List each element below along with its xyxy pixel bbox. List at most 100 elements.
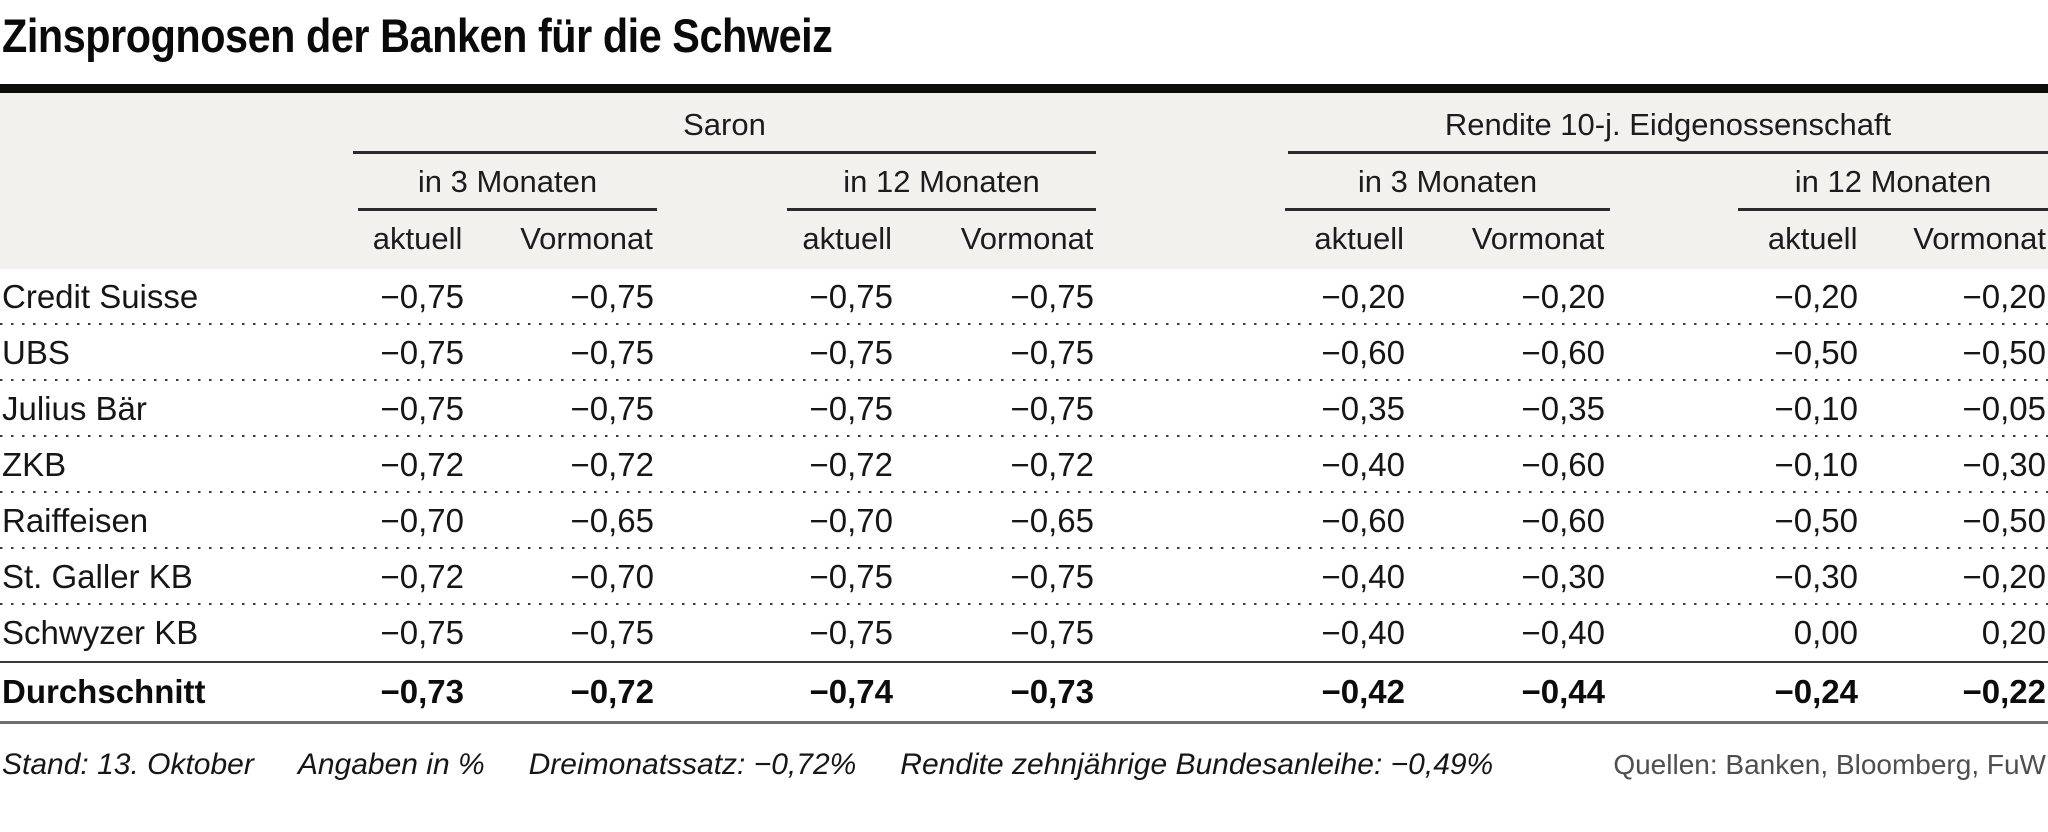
value-cell: −0,22 — [1962, 673, 2047, 710]
sources-credit: Quellen: Banken, Bloomberg, FuW — [1613, 749, 2046, 780]
value-cell: −0,20 — [1962, 278, 2047, 315]
column-header-aktuell: aktuell — [1767, 221, 1858, 256]
footnotes: Stand: 13. Oktober Angaben in % Dreimona… — [2, 748, 1493, 782]
value-cell: −0,60 — [1521, 502, 1606, 539]
subgroup-rendite-3m: in 3 Monaten — [1285, 164, 1610, 211]
value-cell: −0,75 — [809, 278, 894, 315]
value-cell: −0,05 — [1962, 390, 2047, 427]
column-header-row: aktuell Vormonat aktuell Vormonat aktuel… — [0, 211, 2048, 269]
value-cell: −0,10 — [1774, 446, 1859, 483]
value-cell: −0,65 — [1010, 502, 1095, 539]
value-cell: −0,20 — [1774, 278, 1859, 315]
title-rule — [0, 84, 2048, 93]
table-row: UBS −0,75 −0,75 −0,75 −0,75 −0,60 −0,60 … — [0, 325, 2048, 381]
footnote-unit: Angaben in % — [297, 748, 485, 781]
bank-name: UBS — [2, 334, 70, 371]
spacer — [1610, 164, 1738, 211]
footnote-stand: Stand: 13. Oktober — [2, 748, 254, 781]
value-cell: 0,20 — [1981, 614, 2046, 651]
value-cell: −0,30 — [1962, 446, 2047, 483]
value-cell: −0,75 — [1010, 278, 1095, 315]
value-cell: −0,35 — [1521, 390, 1606, 427]
spacer — [1096, 164, 1285, 211]
value-cell: −0,75 — [809, 390, 894, 427]
subgroup-row: in 3 Monaten in 12 Monaten in 3 Monaten … — [0, 164, 2048, 211]
footnote-bond-yield: Rendite zehnjährige Bundesanleihe: −0,49… — [900, 748, 1494, 781]
value-cell: −0,75 — [1010, 334, 1095, 371]
value-cell: −0,65 — [570, 502, 655, 539]
value-cell: −0,40 — [1321, 446, 1406, 483]
value-cell: −0,50 — [1962, 334, 2047, 371]
value-cell: −0,75 — [570, 614, 655, 651]
value-cell: −0,75 — [809, 558, 894, 595]
value-cell: −0,73 — [1010, 673, 1095, 710]
group-header-rendite: Rendite 10-j. Eidgenossenschaft — [1288, 107, 2048, 154]
value-cell: −0,75 — [380, 278, 465, 315]
value-cell: −0,75 — [1010, 390, 1095, 427]
table-row: Julius Bär −0,75 −0,75 −0,75 −0,75 −0,35… — [0, 381, 2048, 437]
value-cell: −0,75 — [570, 278, 655, 315]
bank-name: St. Galler KB — [2, 558, 193, 595]
table-footer: Stand: 13. Oktober Angaben in % Dreimona… — [0, 724, 2048, 782]
value-cell: −0,70 — [570, 558, 655, 595]
spacer — [0, 107, 353, 154]
bank-name: Julius Bär — [2, 390, 147, 427]
value-cell: −0,50 — [1774, 334, 1859, 371]
value-cell: −0,72 — [380, 446, 465, 483]
value-cell: −0,50 — [1774, 502, 1859, 539]
value-cell: −0,72 — [570, 673, 655, 710]
value-cell: −0,24 — [1774, 673, 1859, 710]
value-cell: −0,70 — [380, 502, 465, 539]
value-cell: −0,60 — [1521, 334, 1606, 371]
value-cell: −0,75 — [570, 390, 655, 427]
value-cell: −0,60 — [1321, 502, 1406, 539]
table-header: Saron Rendite 10-j. Eidgenossenschaft in… — [0, 93, 2048, 269]
column-header-vormonat: Vormonat — [1913, 221, 2046, 256]
column-header-vormonat: Vormonat — [960, 221, 1094, 256]
table-row: Schwyzer KB −0,75 −0,75 −0,75 −0,75 −0,4… — [0, 605, 2048, 661]
average-row: Durchschnitt −0,73 −0,72 −0,74 −0,73 −0,… — [0, 661, 2048, 724]
column-header-aktuell: aktuell — [372, 221, 463, 256]
spacer — [1096, 107, 1288, 154]
value-cell: −0,30 — [1774, 558, 1859, 595]
value-cell: −0,75 — [1010, 614, 1095, 651]
value-cell: −0,35 — [1321, 390, 1406, 427]
value-cell: −0,40 — [1521, 614, 1606, 651]
value-cell: −0,72 — [380, 558, 465, 595]
value-cell: −0,75 — [380, 334, 465, 371]
value-cell: −0,60 — [1521, 446, 1606, 483]
bank-name: Raiffeisen — [2, 502, 149, 539]
table-row: ZKB −0,72 −0,72 −0,72 −0,72 −0,40 −0,60 … — [0, 437, 2048, 493]
spacer — [657, 164, 787, 211]
subgroup-rendite-12m: in 12 Monaten — [1738, 164, 2048, 211]
value-cell: −0,10 — [1774, 390, 1859, 427]
table-row: Credit Suisse −0,75 −0,75 −0,75 −0,75 −0… — [0, 269, 2048, 325]
value-cell: 0,00 — [1793, 614, 1858, 651]
value-cell: −0,73 — [380, 673, 465, 710]
bank-name: ZKB — [2, 446, 67, 483]
value-cell: −0,75 — [380, 614, 465, 651]
value-cell: −0,20 — [1962, 558, 2047, 595]
value-cell: −0,75 — [809, 334, 894, 371]
value-cell: −0,42 — [1321, 673, 1406, 710]
value-cell: −0,20 — [1321, 278, 1406, 315]
value-cell: −0,72 — [809, 446, 894, 483]
title-area: Zinsprognosen der Banken für die Schweiz — [0, 0, 2048, 84]
column-group-row: Saron Rendite 10-j. Eidgenossenschaft — [0, 107, 2048, 154]
page-title: Zinsprognosen der Banken für die Schweiz — [2, 9, 833, 62]
value-cell: −0,75 — [570, 334, 655, 371]
subgroup-saron-3m: in 3 Monaten — [358, 164, 657, 211]
value-cell: −0,75 — [809, 614, 894, 651]
value-cell: −0,20 — [1521, 278, 1606, 315]
value-cell: −0,72 — [570, 446, 655, 483]
subgroup-saron-12m: in 12 Monaten — [787, 164, 1096, 211]
column-header-vormonat: Vormonat — [520, 221, 653, 256]
group-header-saron: Saron — [353, 107, 1096, 154]
column-header-aktuell: aktuell — [802, 221, 893, 256]
spacer — [0, 164, 358, 211]
column-header-vormonat: Vormonat — [1471, 221, 1605, 256]
value-cell: −0,30 — [1521, 558, 1606, 595]
value-cell: −0,40 — [1321, 614, 1406, 651]
value-cell: −0,74 — [809, 673, 894, 710]
